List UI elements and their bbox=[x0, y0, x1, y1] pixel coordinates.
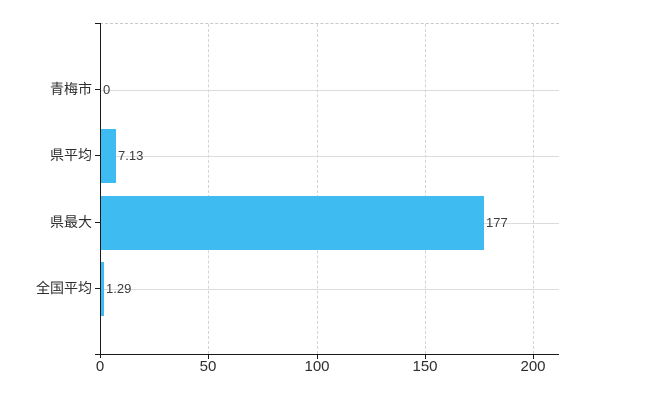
x-tick-label: 50 bbox=[199, 358, 217, 375]
category-label: 青梅市 bbox=[50, 81, 92, 97]
x-axis-line bbox=[95, 354, 559, 355]
bar-value-label: 0 bbox=[103, 82, 111, 97]
x-gridline bbox=[424, 24, 426, 354]
y-axis-line bbox=[100, 23, 101, 358]
category-label: 県平均 bbox=[50, 147, 92, 163]
bar bbox=[101, 262, 104, 316]
y-gridline bbox=[100, 289, 559, 290]
category-label: 県最大 bbox=[50, 214, 92, 230]
category-label: 全国平均 bbox=[36, 280, 92, 296]
y-tick-mark bbox=[95, 288, 100, 289]
bar bbox=[101, 129, 116, 183]
y-tick-mark bbox=[95, 222, 100, 223]
x-gridline bbox=[316, 24, 318, 354]
y-gridline bbox=[100, 90, 559, 91]
bar-value-label: 7.13 bbox=[118, 148, 144, 163]
y-gridline bbox=[100, 156, 559, 157]
bar-value-label: 177 bbox=[486, 215, 508, 230]
plot-area: 0 7.13 177 1.29 bbox=[100, 23, 559, 354]
y-tick-mark bbox=[95, 89, 100, 90]
x-tick-mark bbox=[317, 355, 318, 359]
bar bbox=[101, 196, 484, 250]
x-gridline bbox=[533, 24, 534, 354]
x-tick-label: 200 bbox=[520, 358, 546, 375]
x-tick-label: 150 bbox=[412, 358, 438, 375]
x-tick-label: 0 bbox=[95, 358, 105, 375]
x-gridline bbox=[208, 24, 210, 354]
x-tick-mark bbox=[425, 355, 426, 359]
y-axis-top-tick bbox=[95, 23, 100, 24]
y-tick-mark bbox=[95, 155, 100, 156]
x-tick-label: 100 bbox=[304, 358, 330, 375]
x-tick-mark bbox=[208, 355, 209, 359]
x-tick-mark bbox=[533, 355, 534, 359]
bar-value-label: 1.29 bbox=[106, 281, 132, 296]
